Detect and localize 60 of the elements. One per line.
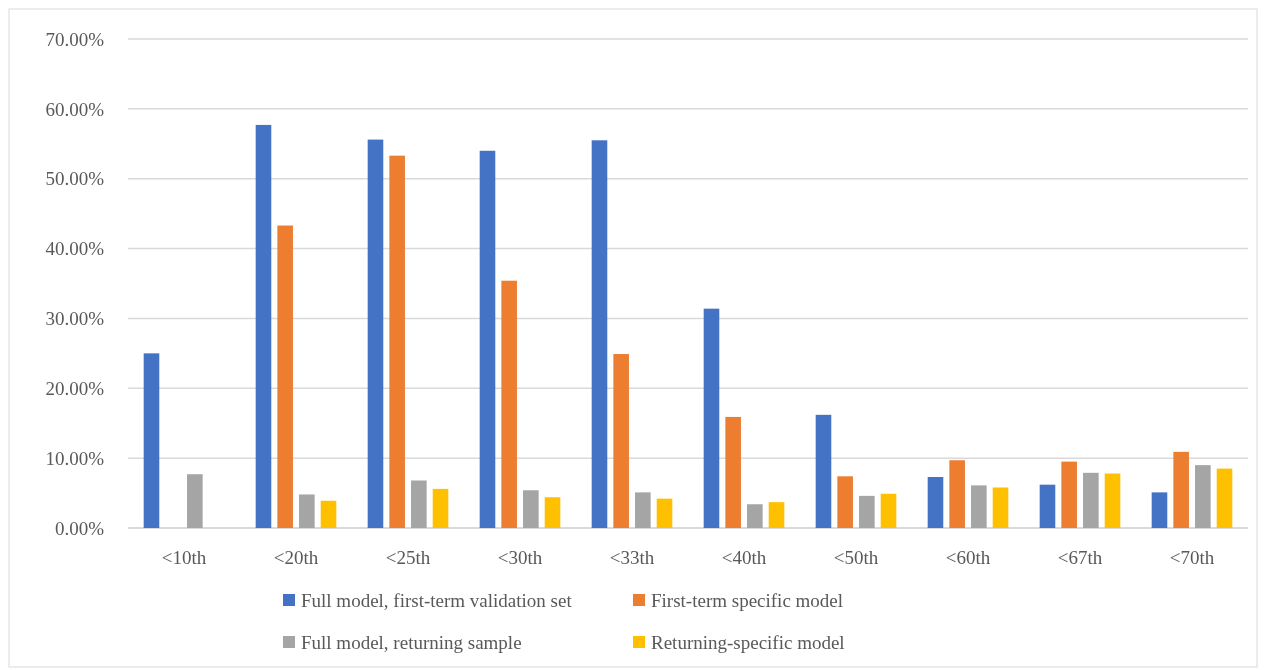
y-tick-label: 30.00% <box>45 308 105 330</box>
bar <box>656 498 673 528</box>
x-tick-label: <25th <box>385 547 431 568</box>
bar <box>1104 473 1121 528</box>
bar <box>971 485 987 528</box>
bar <box>768 502 785 528</box>
bar <box>255 124 272 528</box>
bar <box>1216 468 1233 528</box>
bar <box>613 354 629 528</box>
bar <box>949 460 965 528</box>
x-tick-label: <33th <box>609 547 655 568</box>
bar <box>1173 451 1189 528</box>
bar <box>880 493 897 528</box>
y-tick-label: 70.00% <box>45 28 105 50</box>
legend-label: Full model, returning sample <box>301 631 522 653</box>
bar <box>187 474 203 528</box>
bar <box>523 490 539 528</box>
legend-label: Full model, first-term validation set <box>301 589 573 611</box>
y-tick-label: 0.00% <box>54 517 105 539</box>
bar <box>1151 492 1168 528</box>
bar <box>1061 461 1077 528</box>
x-tick-label: <50th <box>833 547 879 568</box>
x-tick-label: <40th <box>721 547 767 568</box>
y-tick-label: 20.00% <box>45 377 105 399</box>
y-tick-label: 10.00% <box>45 447 105 469</box>
x-tick-label: <30th <box>497 547 543 568</box>
x-tick-label: <10th <box>161 547 207 568</box>
bar <box>703 308 720 528</box>
y-tick-label: 60.00% <box>45 98 105 120</box>
bar <box>544 497 561 528</box>
bar <box>837 476 853 528</box>
bar <box>367 139 384 528</box>
bar <box>992 487 1009 528</box>
legend-label: First-term specific model <box>651 589 844 611</box>
bar <box>389 155 405 528</box>
bar <box>299 494 315 528</box>
legend-label: Returning-specific model <box>651 631 845 653</box>
bar <box>635 492 651 528</box>
bar <box>320 500 337 528</box>
bar <box>859 495 875 528</box>
bar <box>1195 465 1211 528</box>
bar <box>277 225 293 528</box>
bar <box>1039 484 1056 528</box>
bar <box>432 488 449 528</box>
bar <box>479 150 496 528</box>
bar <box>747 504 763 528</box>
bar <box>501 280 517 528</box>
bar <box>143 353 160 528</box>
x-tick-label: <20th <box>273 547 319 568</box>
x-tick-label: <60th <box>945 547 991 568</box>
x-tick-label: <67th <box>1057 547 1103 568</box>
bar <box>815 414 832 528</box>
y-tick-label: 40.00% <box>45 238 105 260</box>
bar <box>411 480 427 528</box>
bar <box>927 477 944 528</box>
bar <box>591 140 608 528</box>
x-tick-label: <70th <box>1169 547 1215 568</box>
y-tick-label: 50.00% <box>45 168 105 190</box>
bar <box>725 416 741 528</box>
bar <box>1083 472 1099 528</box>
